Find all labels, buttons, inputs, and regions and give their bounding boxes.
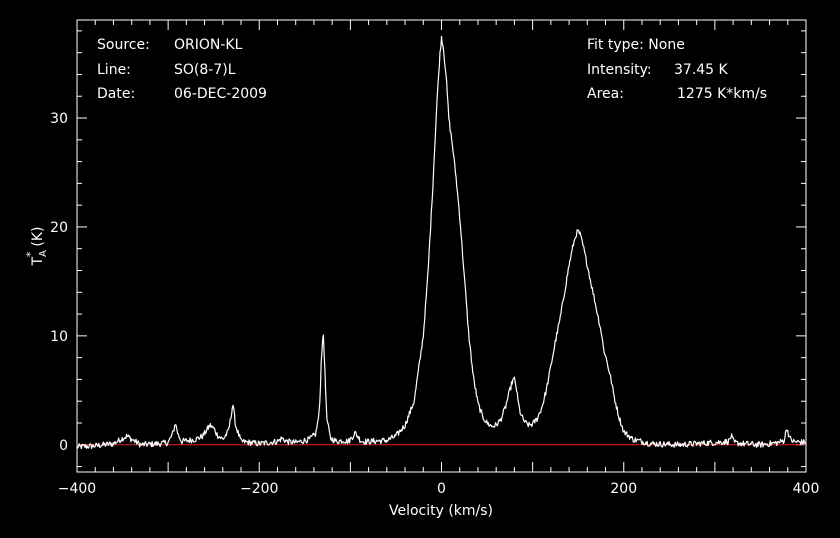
area-value: 1275 K*km/s: [677, 86, 767, 102]
y-axis-label-unit: (K): [30, 226, 46, 246]
y-tick-label: 20: [50, 220, 68, 236]
svg-text:TA*(K): TA* (K): [24, 226, 49, 266]
y-tick-label: 10: [50, 329, 68, 345]
intensity-value: 37.45 K: [674, 62, 729, 78]
line-value: SO(8-7)L: [174, 62, 236, 78]
date-label: Date:: [97, 86, 135, 102]
x-tick-label: −400: [58, 481, 96, 497]
source-value: ORION-KL: [174, 37, 243, 53]
x-axis-label: Velocity (km/s): [389, 503, 493, 519]
y-axis-label-main: T: [30, 257, 46, 267]
x-tick-label: 200: [610, 481, 637, 497]
y-axis-label-sub: A: [38, 250, 49, 257]
x-tick-label: −200: [240, 481, 278, 497]
fit-type-label: Fit type: None: [587, 37, 685, 53]
x-tick-label: 400: [793, 481, 820, 497]
area-label: Area:: [587, 86, 624, 102]
date-value: 06-DEC-2009: [174, 86, 267, 102]
source-label: Source:: [97, 37, 150, 53]
x-tick-label: 0: [437, 481, 446, 497]
intensity-label: Intensity:: [587, 62, 652, 78]
y-tick-label: 30: [50, 111, 68, 127]
y-tick-label: 0: [59, 438, 68, 454]
axis-tick-labels: −400 −200 0 200 400 0 10 20 30: [50, 111, 819, 497]
axis-ticks: [76, 20, 807, 472]
line-label: Line:: [97, 62, 131, 78]
y-axis-label-sup: *: [24, 251, 37, 257]
y-axis-label: TA* (K): [24, 226, 49, 266]
spectrum-line: [76, 35, 806, 450]
